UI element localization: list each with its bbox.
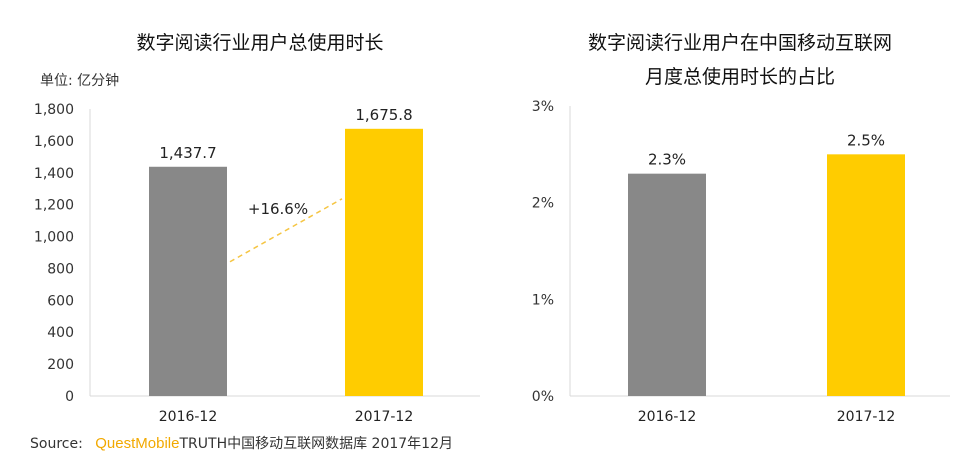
chart1-ytick-label: 0: [65, 389, 74, 405]
chart1-bar-2016-12: [149, 166, 227, 396]
chart2-bar-2016-12: [628, 173, 706, 396]
chart2-ytick-label: 3%: [532, 99, 554, 115]
chart2-ytick-label: 1%: [532, 292, 554, 308]
chart1-ytick-label: 200: [47, 357, 74, 373]
chart1-growth-line: [229, 198, 343, 263]
chart1-growth-annotation: +16.6%: [248, 200, 308, 218]
chart2-title-line2: 月度总使用时长的占比: [644, 66, 835, 88]
questmobile-brand: QuestMobile: [95, 435, 180, 452]
chart2-data-label: 2.5%: [847, 131, 885, 149]
chart1-unit-label: 单位: 亿分钟: [40, 73, 120, 89]
chart1-ytick-label: 800: [47, 261, 74, 277]
chart1-ytick-label: 1,400: [34, 166, 74, 182]
source-label: Source:: [30, 436, 83, 452]
chart1-data-label: 1,437.7: [159, 144, 216, 162]
source-text: TRUTH中国移动互联网数据库 2017年12月: [179, 436, 453, 452]
chart2-title-line1: 数字阅读行业用户在中国移动互联网: [587, 32, 892, 54]
chart1-bar-2017-12: [345, 128, 423, 397]
chart1-category-label: 2016-12: [159, 409, 218, 425]
chart2-bar-2017-12: [827, 154, 905, 396]
chart1-data-label: 1,675.8: [355, 106, 412, 124]
chart2-data-label: 2.3%: [648, 151, 686, 169]
chart1-ytick-label: 1,200: [34, 198, 74, 214]
chart1-category-label: 2017-12: [355, 409, 414, 425]
chart1-ytick-label: 1,000: [34, 230, 74, 246]
chart1-ytick-label: 600: [47, 293, 74, 309]
chart2-category-label: 2016-12: [638, 409, 697, 425]
chart1-title: 数字阅读行业用户总使用时长: [136, 32, 384, 54]
chart2-category-label: 2017-12: [837, 409, 896, 425]
chart1-ytick-label: 1,800: [34, 102, 74, 118]
chart1-ytick-label: 400: [47, 325, 74, 341]
chart2-ytick-label: 0%: [532, 389, 554, 405]
source-line: Source: QuestMobileTRUTH中国移动互联网数据库 2017年…: [30, 433, 453, 453]
chart2-ytick-label: 2%: [532, 196, 554, 212]
chart1-ytick-label: 1,600: [34, 134, 74, 150]
